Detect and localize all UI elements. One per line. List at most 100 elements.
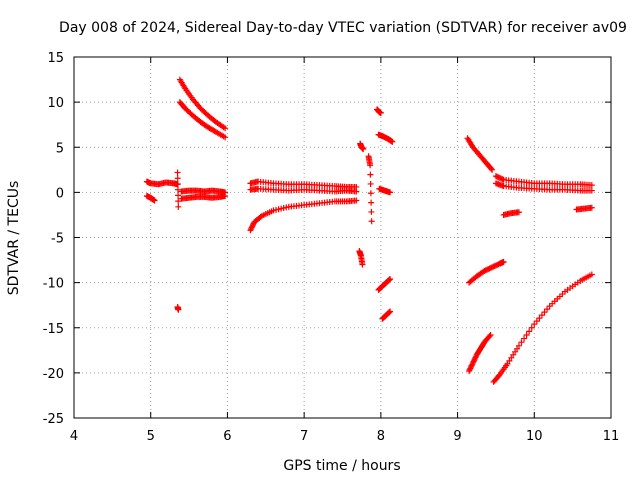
data-point [367, 162, 374, 169]
y-tick-label: 10 [47, 96, 64, 111]
series-arc22 [466, 331, 494, 375]
data-point [500, 258, 507, 265]
series-arc15 [374, 106, 384, 116]
y-tick-label: -10 [43, 277, 64, 292]
data-point [247, 227, 254, 234]
data-point [250, 221, 256, 228]
data-point [544, 306, 551, 313]
data-point [541, 309, 548, 316]
x-tick-label: 11 [603, 429, 620, 444]
data-point [360, 146, 367, 153]
data-point [386, 309, 393, 316]
x-tick-label: 5 [147, 429, 155, 444]
series-arc17 [376, 185, 394, 196]
data-point [521, 335, 528, 342]
data-point [353, 197, 360, 204]
data-point [538, 312, 545, 319]
data-point [467, 364, 474, 371]
data-point [467, 365, 474, 372]
series-arc24 [492, 180, 595, 194]
series-arc27 [490, 271, 595, 385]
series-arc23 [492, 173, 595, 189]
data-point [469, 361, 476, 368]
y-tick-label: -5 [51, 232, 64, 247]
x-axis-ticks: 4 5 6 7 8 9 10 11 [70, 57, 619, 444]
data-point [466, 366, 473, 373]
series-arc12 [357, 140, 367, 153]
y-tick-label: 5 [56, 141, 64, 156]
data-point [588, 271, 595, 278]
data-point [506, 357, 513, 364]
series-arc16 [375, 131, 396, 145]
data-point [377, 109, 384, 116]
y-tick-label: -25 [43, 412, 64, 427]
data-point [389, 138, 396, 145]
series-arc08 [176, 99, 229, 141]
data-point [367, 180, 374, 187]
x-axis-label: GPS time / hours [283, 458, 400, 474]
data-point [504, 360, 511, 367]
data-point [526, 328, 533, 335]
data-point [249, 223, 256, 230]
series-arc04 [174, 303, 182, 313]
series-arc18 [375, 276, 394, 293]
y-axis-ticks: 15 10 5 0 -5 -10 -15 -20 -25 [43, 51, 611, 427]
data-point [151, 197, 158, 204]
data-point [471, 355, 478, 362]
data-point [472, 354, 479, 361]
data-point [495, 372, 502, 379]
x-tick-label: 6 [223, 429, 231, 444]
series-arc11 [247, 197, 360, 234]
x-tick-label: 7 [300, 429, 308, 444]
chart-title: Day 008 of 2024, Sidereal Day-to-day VTE… [59, 20, 627, 36]
data-point [470, 358, 477, 365]
y-tick-label: 15 [47, 51, 64, 66]
series-arc26 [573, 204, 595, 213]
x-tick-label: 8 [377, 429, 385, 444]
data-point [469, 359, 476, 366]
data-point [175, 203, 182, 210]
x-tick-label: 9 [453, 429, 461, 444]
y-tick-label: -20 [43, 367, 64, 382]
data-point [533, 318, 540, 325]
data-point [387, 276, 394, 283]
data-point [588, 182, 595, 189]
series-arc09 [247, 178, 360, 190]
data-point [368, 208, 375, 215]
data-point [222, 134, 229, 141]
data-point [471, 357, 478, 364]
data-point [175, 306, 182, 313]
data-point [174, 175, 181, 182]
series-arc19 [379, 308, 394, 322]
series-arc05 [178, 187, 229, 196]
series-arc13 [356, 248, 366, 268]
series-arc25 [500, 209, 522, 218]
data-point [222, 192, 229, 199]
data-point [387, 308, 394, 315]
data-point [248, 225, 255, 232]
series-arc06 [178, 192, 229, 202]
data-point [367, 171, 374, 178]
data-point [588, 204, 595, 211]
data-point [515, 342, 522, 349]
data-point [512, 348, 519, 355]
series-arc10 [247, 185, 360, 195]
data-point [257, 213, 264, 220]
data-point [489, 166, 496, 173]
data-point [368, 218, 375, 225]
data-point [487, 331, 494, 338]
grid-lines [74, 57, 611, 418]
data-point [536, 315, 543, 322]
y-tick-label: 0 [56, 186, 64, 201]
data-point [174, 186, 181, 193]
data-point [468, 362, 475, 369]
data-points [143, 76, 595, 385]
data-point [353, 188, 360, 195]
y-axis-label: SDTVAR / TECUs [6, 181, 22, 296]
series-arc14 [365, 153, 375, 225]
data-point [466, 368, 473, 375]
data-point [175, 198, 182, 205]
x-tick-label: 10 [526, 429, 543, 444]
data-point [515, 209, 522, 216]
data-point [385, 309, 392, 316]
